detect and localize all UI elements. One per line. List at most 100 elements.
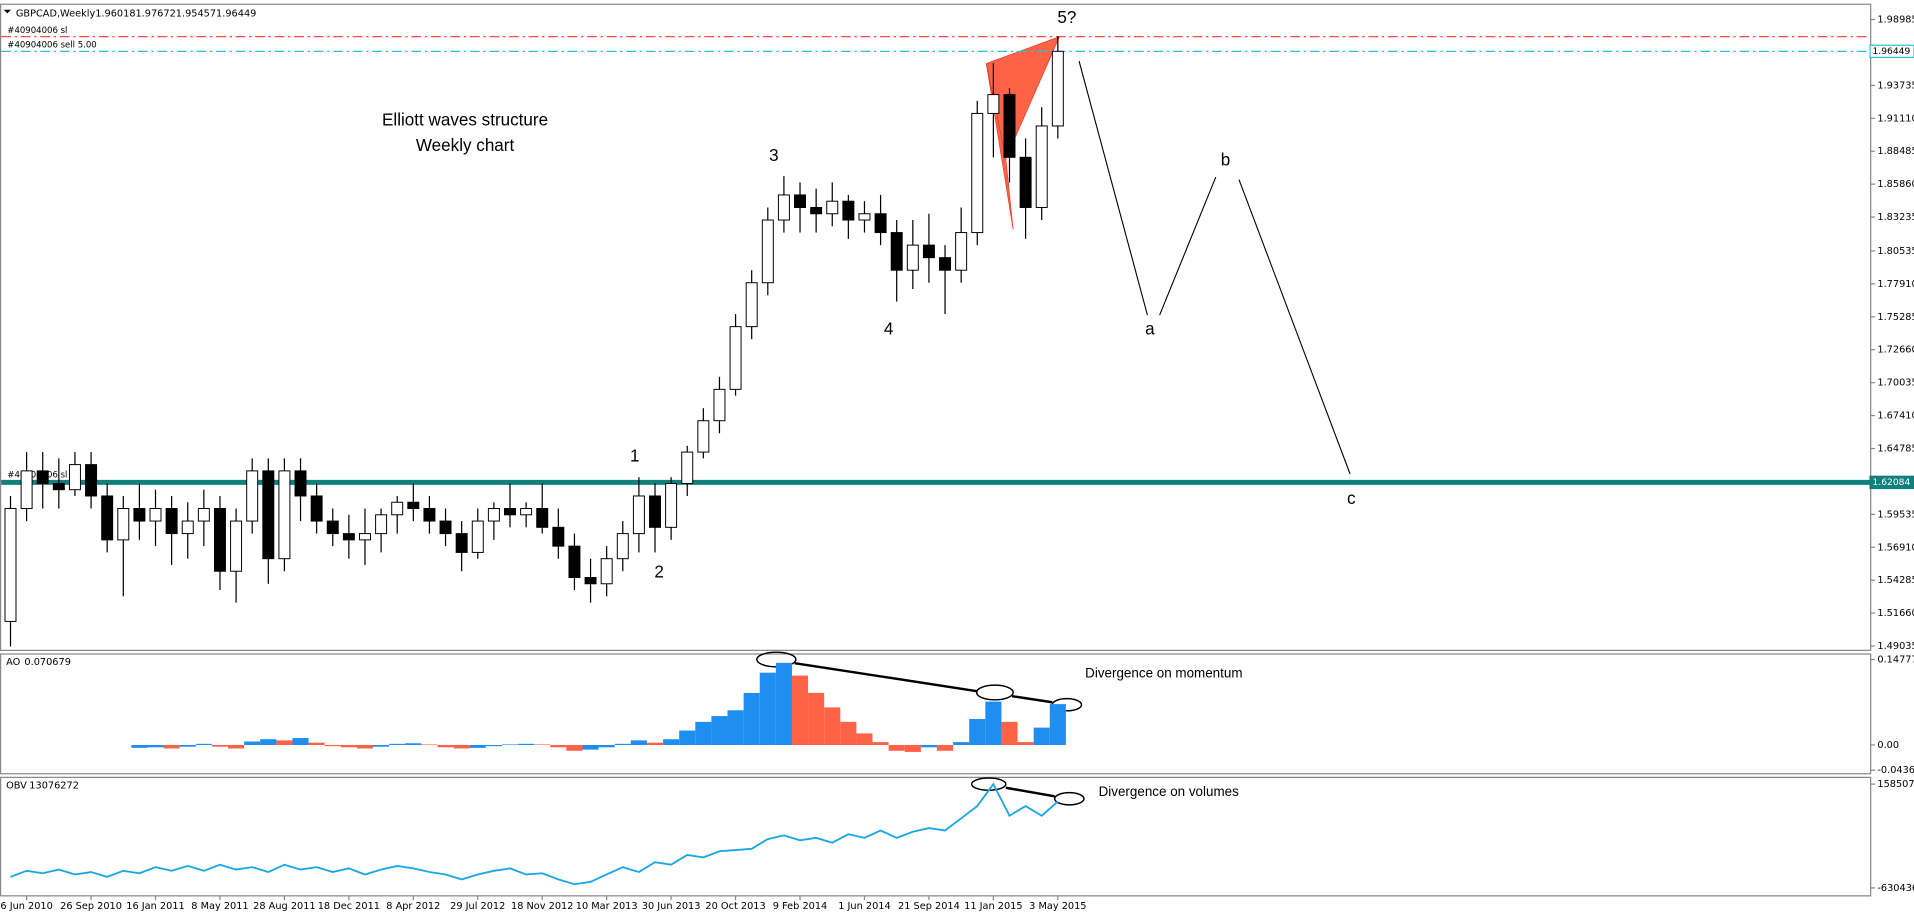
candle-body xyxy=(890,232,903,271)
ao-bar xyxy=(630,740,647,745)
candle-body xyxy=(939,257,952,271)
ao-bar xyxy=(518,743,535,745)
x-tick-label: 11 Jan 2015 xyxy=(964,901,1022,912)
candle-body xyxy=(842,200,855,221)
ao-bar xyxy=(936,744,954,751)
ao-bar xyxy=(872,742,889,745)
ao-bar xyxy=(179,744,196,747)
candle-body xyxy=(310,495,323,522)
candle-body xyxy=(632,495,645,535)
y-tick-label: 1.54285 xyxy=(1877,575,1914,586)
ao-bar xyxy=(1049,704,1066,745)
ao-bar xyxy=(566,744,583,751)
ao-bar xyxy=(292,738,309,745)
annotation: Divergence on momentum xyxy=(1085,666,1242,681)
obv-panel xyxy=(0,776,1872,897)
candle-body xyxy=(4,508,17,622)
candle-body xyxy=(101,495,114,541)
ao-bar xyxy=(485,744,502,747)
candle-body xyxy=(987,94,1000,114)
ao-bar xyxy=(534,744,551,746)
candle-body xyxy=(149,508,162,522)
annotation: Elliott waves structure xyxy=(382,110,548,129)
level-label-box xyxy=(1869,44,1914,59)
divergence-line xyxy=(794,661,978,693)
ao-bar xyxy=(711,716,728,745)
candle-body xyxy=(858,213,871,221)
candle-body xyxy=(375,514,388,535)
ao-bar xyxy=(147,744,164,748)
candle-body xyxy=(552,526,565,547)
projection xyxy=(1078,60,1351,475)
level-label: 1.96449 xyxy=(1872,47,1910,57)
ao-bar xyxy=(389,743,406,745)
ao-bar xyxy=(663,739,680,745)
y-tick-label: 1.88485 xyxy=(1877,146,1914,157)
candle-body xyxy=(665,482,678,528)
ao-bar xyxy=(244,741,261,745)
wave-label: 3 xyxy=(769,146,778,165)
x-tick-label: 29 Jul 2012 xyxy=(450,901,505,912)
header-value: 1.96018 xyxy=(95,8,135,19)
ao-bar xyxy=(808,692,825,745)
wave-label: 5? xyxy=(1057,8,1076,27)
wave-label: 1 xyxy=(630,446,639,465)
y-tick-label: 0.147772 xyxy=(1877,655,1914,666)
divergence-line xyxy=(1005,786,1055,798)
candle-body xyxy=(294,470,307,497)
candle-body xyxy=(874,213,887,234)
ao-bar xyxy=(646,742,664,745)
ao-bar xyxy=(373,744,390,747)
candle-body xyxy=(761,219,774,284)
ao-bar xyxy=(453,744,470,749)
ao-bar xyxy=(759,672,776,745)
candle-body xyxy=(745,282,758,328)
ao-bar xyxy=(840,721,857,745)
annotation: Divergence on volumes xyxy=(1099,784,1240,799)
ao-bar xyxy=(969,718,986,745)
indicator-name: OBV xyxy=(6,780,27,791)
y-tick-label: 1.91110 xyxy=(1877,113,1914,124)
ao-bar xyxy=(550,744,567,748)
y-tick-label: 1.98985 xyxy=(1877,15,1914,26)
y-tick-label: 1.75285 xyxy=(1877,312,1914,323)
y-tick-label: 1.49035 xyxy=(1877,641,1914,652)
x-tick-label: 8 May 2011 xyxy=(191,901,248,912)
candle-body xyxy=(487,508,500,522)
ao-bar xyxy=(1001,721,1018,745)
ao-bar xyxy=(856,733,873,745)
candle-body xyxy=(358,533,371,541)
candle-body xyxy=(922,244,935,259)
candle-body xyxy=(906,244,919,271)
menu-arrow xyxy=(3,9,11,14)
x-tick-label: 30 Jun 2013 xyxy=(642,901,701,912)
projection-line xyxy=(1078,60,1148,316)
candle-body xyxy=(85,464,98,497)
candle-body xyxy=(36,470,49,484)
candle-body xyxy=(713,388,726,422)
ao-bar xyxy=(324,744,341,747)
ao-bar xyxy=(131,744,148,748)
candle-body xyxy=(649,495,661,528)
ao-bar xyxy=(1033,727,1050,745)
ao-bar xyxy=(308,742,325,745)
x-tick-label: 6 Jun 2010 xyxy=(0,901,52,912)
ao-bar xyxy=(195,743,212,745)
candle-body xyxy=(246,470,259,522)
ao-bar xyxy=(1017,742,1034,745)
wave-label: 2 xyxy=(654,562,663,581)
obv-line xyxy=(10,782,1059,886)
x-tick-label: 18 Dec 2011 xyxy=(318,901,380,912)
x-tick-label: 8 Apr 2012 xyxy=(386,901,440,912)
y-tick-label: 1.83235 xyxy=(1877,212,1914,223)
candle-body xyxy=(697,420,710,453)
y-tick-label: 1.93735 xyxy=(1877,80,1914,91)
candle-body xyxy=(20,470,33,510)
ao-bar xyxy=(614,743,631,745)
ao-bar xyxy=(276,740,293,745)
y-tick-label: -630436 xyxy=(1877,883,1914,894)
candle-body xyxy=(165,508,178,535)
candle-body xyxy=(342,533,355,541)
y-tick-label: 1.59535 xyxy=(1877,509,1914,520)
